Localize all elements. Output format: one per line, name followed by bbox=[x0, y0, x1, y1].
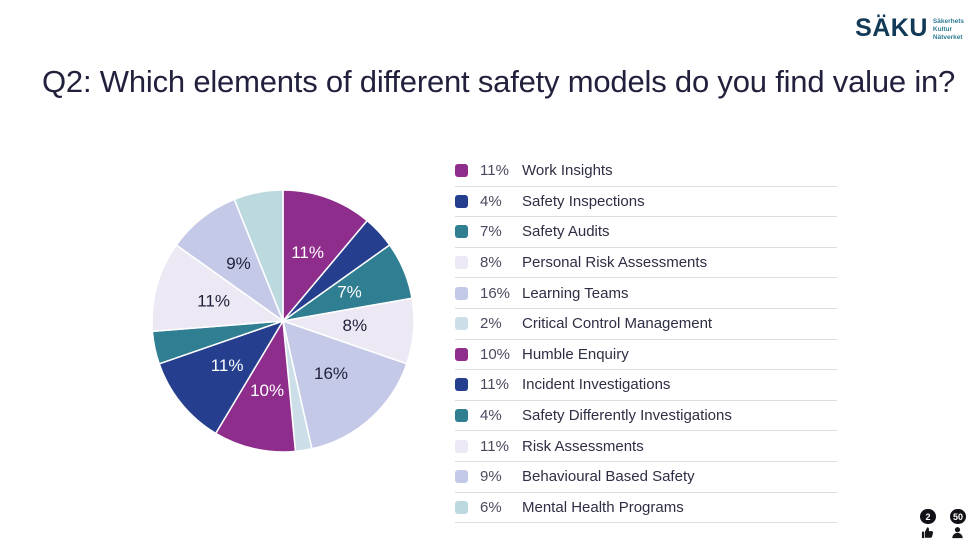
legend-percent: 2% bbox=[480, 315, 502, 333]
legend-percent: 4% bbox=[480, 407, 502, 425]
logo-tagline-line: Säkerhets bbox=[932, 18, 964, 25]
pie-slice-mental-health-programs bbox=[233, 189, 284, 322]
like-badge[interactable]: 2 bbox=[919, 509, 936, 539]
pie-slice-label: 7% bbox=[337, 283, 362, 302]
pie-slice-work-insights bbox=[282, 189, 369, 324]
pie-slice-learning-teams bbox=[281, 319, 408, 450]
pie-slice-risk-assessments bbox=[151, 243, 286, 333]
slide-title: Q2: Which elements of different safety m… bbox=[42, 64, 956, 99]
legend-item-personal-risk-assessments: 8% Personal Risk Assessments bbox=[455, 248, 837, 279]
legend-label: Behavioural Based Safety bbox=[522, 468, 695, 486]
legend-percent: 16% bbox=[480, 284, 511, 302]
legend-item-safety-audits: 7% Safety Audits bbox=[455, 217, 837, 248]
legend-swatch bbox=[455, 286, 468, 300]
like-count: 2 bbox=[919, 509, 936, 524]
pie-slice-label: 16% bbox=[314, 364, 348, 383]
legend-item-incident-investigations: 11% Incident Investigations bbox=[455, 370, 837, 401]
pie-chart: 11% 7% 8% 16% 10% 11% 11% 9% bbox=[148, 186, 418, 456]
legend-swatch bbox=[455, 378, 468, 392]
pie-slice-incident-investigations bbox=[158, 319, 285, 435]
legend-item-mental-health-programs: 6% Mental Health Programs bbox=[455, 493, 837, 524]
reaction-badges: 2 50 bbox=[919, 509, 966, 539]
pie-slice-label: 9% bbox=[226, 254, 251, 273]
legend-swatch bbox=[455, 317, 468, 331]
legend-label: Incident Investigations bbox=[522, 376, 671, 394]
legend-swatch bbox=[455, 225, 468, 239]
legend-swatch bbox=[455, 500, 468, 514]
legend-percent: 8% bbox=[480, 254, 502, 272]
legend-percent: 7% bbox=[480, 223, 502, 241]
logo-tagline-line: Nätverket bbox=[932, 34, 963, 42]
legend-label: Safety Inspections bbox=[522, 192, 645, 210]
legend-swatch bbox=[455, 470, 468, 484]
pie-slice-label: 11% bbox=[291, 243, 324, 262]
legend-label: Risk Assessments bbox=[522, 437, 644, 455]
legend-label: Safety Audits bbox=[522, 223, 610, 241]
attendee-badge[interactable]: 50 bbox=[949, 509, 966, 539]
legend-percent: 9% bbox=[480, 468, 502, 486]
legend-percent: 11% bbox=[480, 162, 509, 180]
legend-label: Critical Control Management bbox=[522, 315, 713, 333]
pie-slice-humble-enquiry bbox=[214, 318, 297, 453]
pie-slice-label: 10% bbox=[250, 381, 284, 400]
pie-slice-label: 8% bbox=[343, 316, 368, 335]
legend-swatch bbox=[455, 256, 468, 270]
legend-percent: 10% bbox=[480, 345, 511, 363]
chart-legend: 11% Work Insights 4% Safety Inspections 7% Sa… bbox=[455, 156, 837, 524]
logo-tagline: Säkerhets Kultur Nätverket bbox=[933, 16, 964, 42]
legend-item-learning-teams: 16% Learning Teams bbox=[455, 278, 837, 309]
legend-percent: 4% bbox=[480, 192, 502, 210]
legend-label: Work Insights bbox=[522, 162, 613, 180]
legend-item-safety-inspections: 4% Safety Inspections bbox=[455, 187, 837, 218]
person-icon bbox=[951, 526, 964, 539]
legend-item-safety-differently-investigations: 4% Safety Differently Investigations bbox=[455, 401, 837, 432]
legend-swatch bbox=[455, 439, 468, 453]
logo-tagline-line: Kultur bbox=[932, 26, 953, 34]
legend-label: Humble Enquiry bbox=[522, 345, 629, 363]
legend-percent: 11% bbox=[480, 376, 509, 394]
legend-item-behavioural-based-safety: 9% Behavioural Based Safety bbox=[455, 462, 837, 493]
logo: SÄKU Säkerhets Kultur Nätverket bbox=[855, 16, 964, 42]
attendee-count: 50 bbox=[949, 509, 966, 524]
legend-swatch bbox=[455, 194, 468, 208]
pie-svg: 11% 7% 8% 16% 10% 11% 11% 9% bbox=[151, 189, 415, 453]
legend-label: Mental Health Programs bbox=[522, 498, 684, 516]
legend-percent: 6% bbox=[480, 498, 502, 516]
legend-label: Safety Differently Investigations bbox=[522, 407, 732, 425]
legend-swatch bbox=[455, 164, 468, 178]
legend-label: Personal Risk Assessments bbox=[522, 254, 708, 272]
pie-slice-label: 11% bbox=[197, 291, 230, 310]
legend-label: Learning Teams bbox=[522, 284, 629, 302]
legend-percent: 11% bbox=[480, 437, 509, 455]
legend-swatch bbox=[455, 409, 468, 423]
thumbs-up-icon bbox=[921, 526, 934, 539]
pie-slice-label: 11% bbox=[211, 356, 244, 375]
legend-item-critical-control-management: 2% Critical Control Management bbox=[455, 309, 837, 340]
legend-swatch bbox=[455, 347, 468, 361]
logo-name: SÄKU bbox=[855, 14, 928, 42]
legend-item-work-insights: 11% Work Insights bbox=[455, 156, 837, 187]
legend-item-humble-enquiry: 10% Humble Enquiry bbox=[455, 340, 837, 371]
legend-item-risk-assessments: 11% Risk Assessments bbox=[455, 431, 837, 462]
